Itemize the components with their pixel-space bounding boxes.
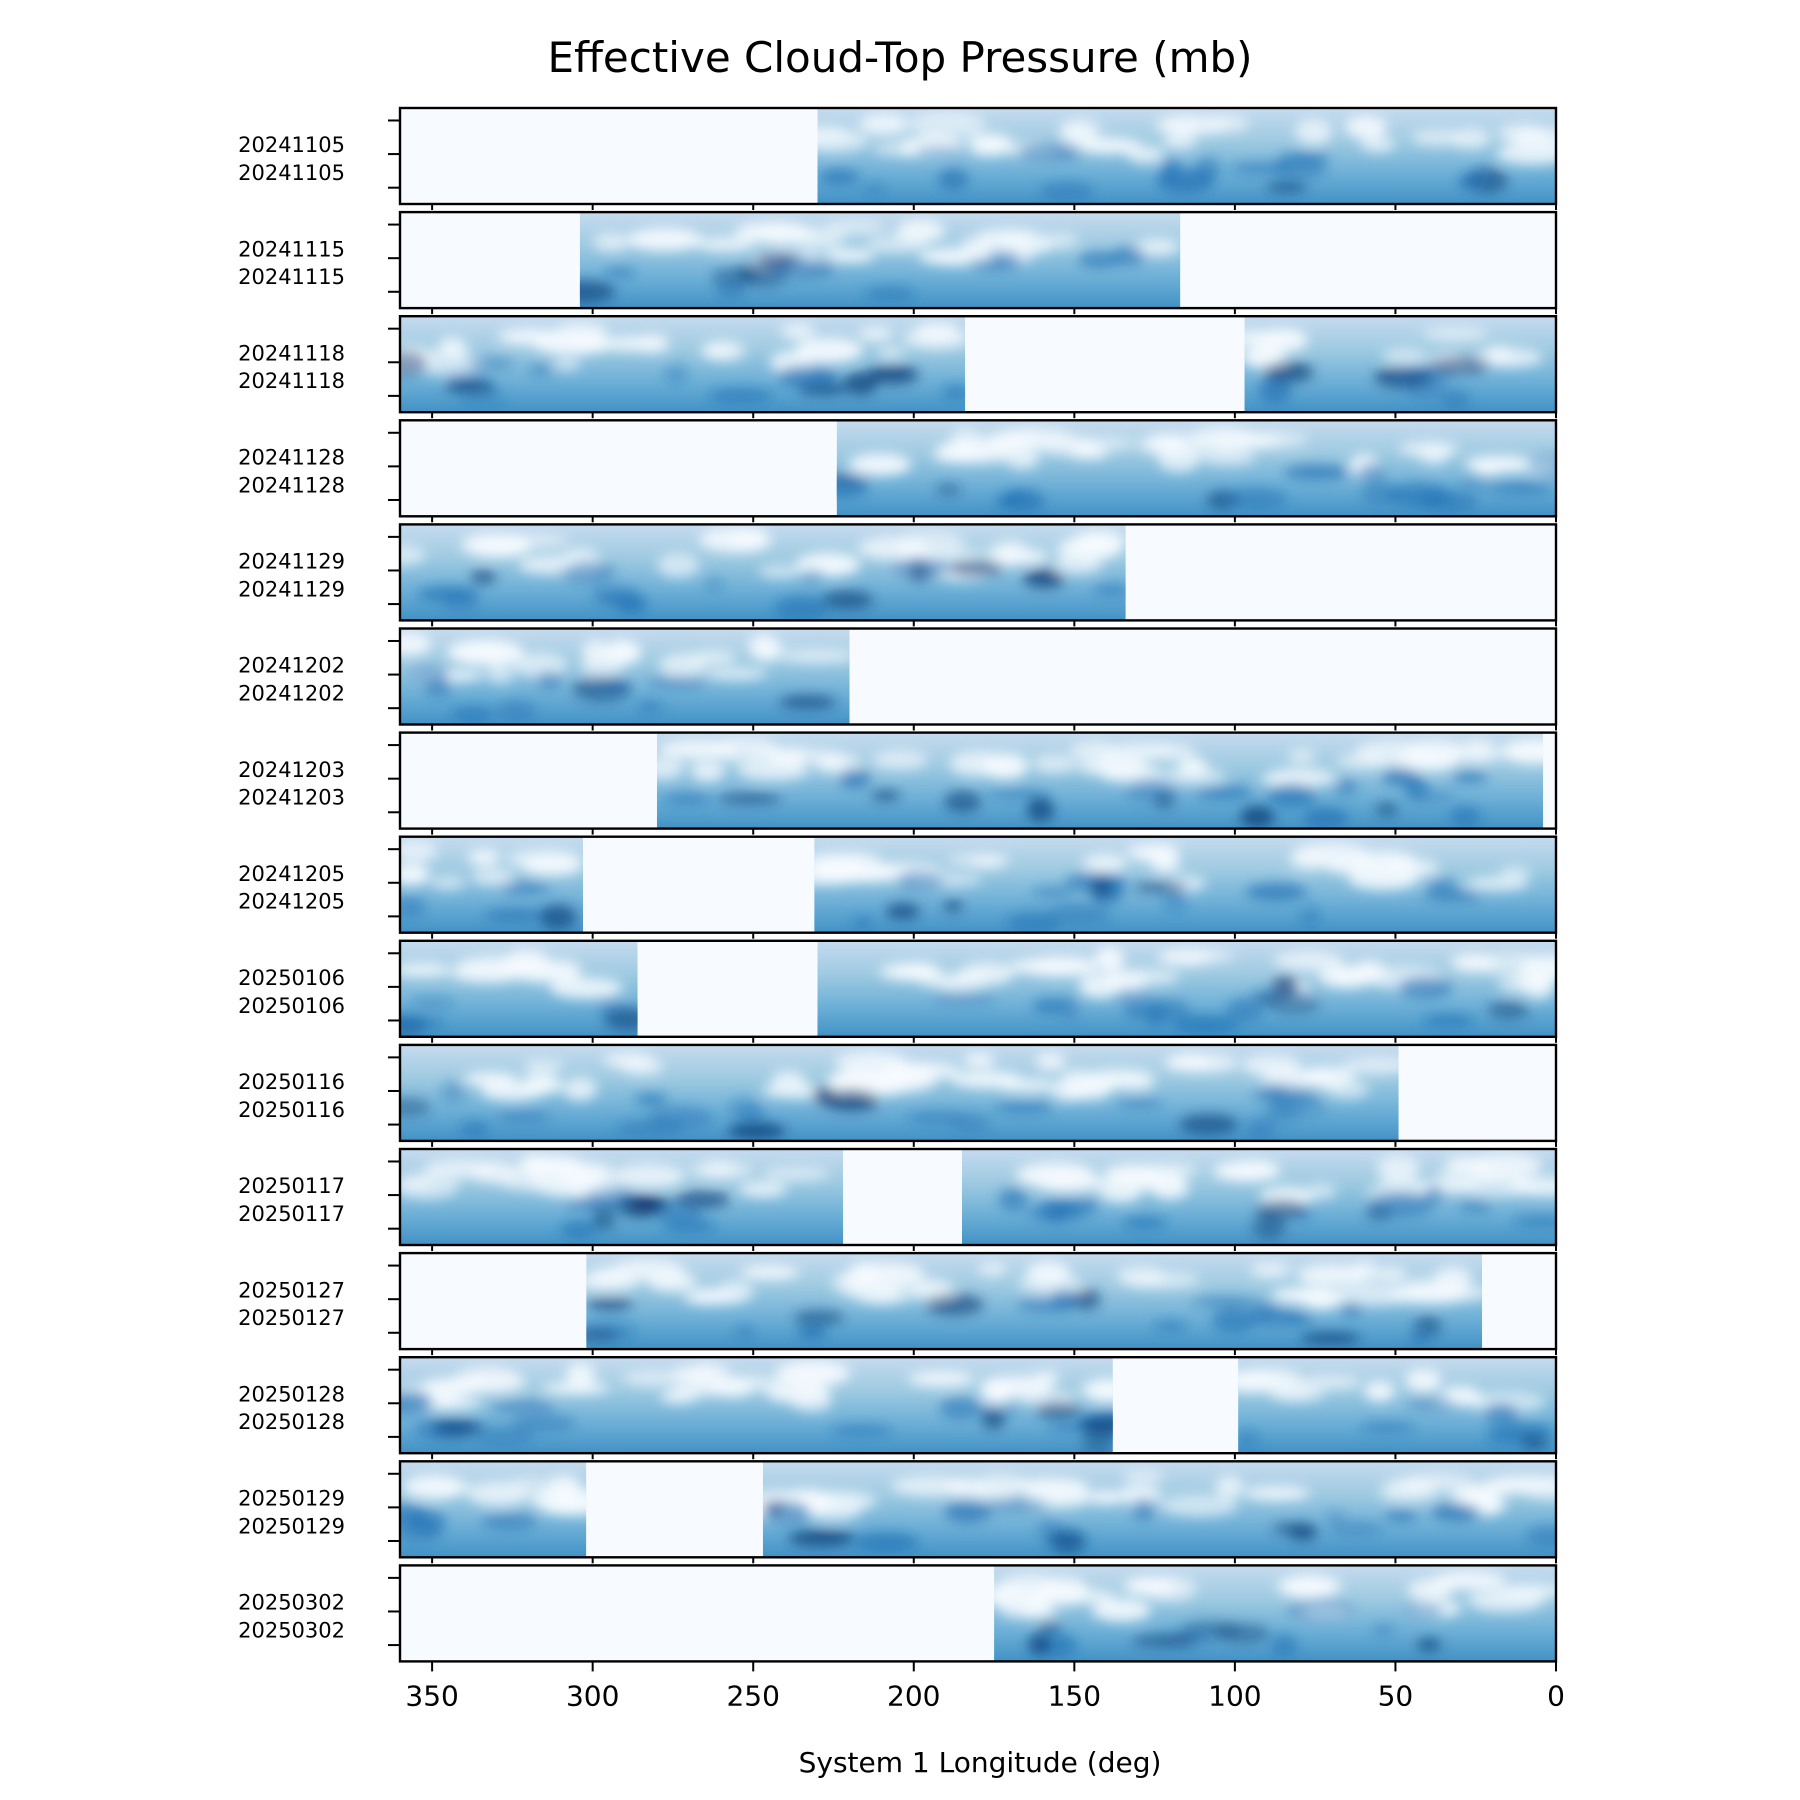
panel-20250117: 20250117 20250117 [238,1147,1558,1251]
row-label-bottom: 20241105 [238,161,345,185]
row-label-top: 20250127 [238,1278,345,1302]
coverage-segment [814,836,1556,933]
coverage-segment [961,1149,1556,1245]
coverage-segment [1244,316,1556,413]
coverage-segment [994,1565,1556,1662]
panel-20241105: 20241105 20241105 [238,106,1558,210]
panel-frame [398,939,1558,1038]
row-label-top: 20250117 [238,1174,345,1198]
x-tick-label: 100 [1208,1679,1261,1712]
coverage-segment [400,836,584,933]
row-label-top: 20241203 [238,758,345,782]
coverage-segment [400,1044,1399,1141]
panel-20241202: 20241202 20241202 [238,627,1558,731]
row-label-top: 20241128 [238,445,345,469]
panel-20241118: 20241118 20241118 [238,315,1558,419]
row-label-bottom: 20250128 [238,1410,345,1434]
x-tick-label: 250 [726,1679,779,1712]
row-label-bottom: 20250127 [238,1306,345,1330]
panel-20241205: 20241205 20241205 [238,835,1558,939]
row-label-top: 20241115 [238,237,345,261]
heatmap-panels: 20241105 20241105 20241115 20241115 20241118… [238,106,1558,1663]
panel-20250128: 20250128 20250128 [238,1355,1558,1460]
coverage-segment [400,1461,587,1558]
row-label-bottom: 20250129 [238,1514,345,1538]
row-label-top: 20250116 [238,1070,345,1094]
x-axis-label: System 1 Longitude (deg) [799,1746,1162,1779]
panel-20250302: 20250302 20250302 [238,1564,1558,1663]
chart-title: Effective Cloud-Top Pressure (mb) [547,33,1252,82]
row-label-bottom: 20250302 [238,1618,345,1642]
panel-20250129: 20250129 20250129 [238,1460,1558,1564]
x-axis: 350 300 250 200 150 100 50 0 [405,1661,1565,1712]
row-label-bottom: 20241128 [238,473,345,497]
panel-frame [398,1043,1558,1143]
panel-frame [398,419,1558,518]
panel-frame [398,835,1558,934]
x-tick-label: 0 [1547,1679,1565,1712]
panel-frame [398,106,1558,206]
coverage-segment [1238,1357,1556,1454]
row-label-top: 20241118 [238,341,345,365]
coverage-segment [836,420,1556,517]
coverage-segment [400,1149,844,1245]
coverage-segment [586,1253,1483,1350]
coverage-segment [656,732,1544,829]
row-label-bottom: 20241202 [238,682,345,706]
coverage-segment [400,524,1126,621]
x-tick-label: 350 [405,1679,458,1712]
panel-frame [398,731,1558,830]
coverage-segment [400,628,850,725]
row-label-bottom: 20241115 [238,265,345,289]
panel-20250127: 20250127 20250127 [238,1251,1558,1356]
row-label-bottom: 20241118 [238,369,345,393]
panel-frame [398,315,1558,414]
panel-frame [398,1564,1558,1663]
coverage-segment [762,1461,1556,1558]
coverage-segment [400,1357,1113,1454]
panel-frame [398,1251,1558,1351]
row-label-bottom: 20241203 [238,786,345,810]
panel-frame [398,1355,1558,1455]
x-tick-label: 300 [566,1679,619,1712]
row-label-top: 20250128 [238,1382,345,1406]
row-label-top: 20250302 [238,1591,345,1615]
row-label-bottom: 20250106 [238,994,345,1018]
panel-frame [398,1147,1558,1247]
coverage-segment [579,212,1181,309]
x-tick-label: 150 [1048,1679,1101,1712]
row-label-top: 20241105 [238,133,345,157]
panel-frame [398,210,1558,310]
coverage-segment [817,940,1556,1037]
panel-20250116: 20250116 20250116 [238,1043,1558,1147]
panel-20241115: 20241115 20241115 [238,210,1558,315]
row-label-bottom: 20241129 [238,577,345,601]
coverage-segment [400,940,638,1037]
panel-20241129: 20241129 20241129 [238,523,1558,627]
row-label-top: 20241202 [238,654,345,678]
row-label-top: 20241205 [238,862,345,886]
row-label-top: 20250129 [238,1486,345,1510]
row-label-top: 20250106 [238,966,345,990]
row-label-bottom: 20241205 [238,890,345,914]
panel-frame [398,523,1558,622]
panel-20241203: 20241203 20241203 [238,731,1558,835]
x-tick-label: 50 [1378,1679,1414,1712]
x-tick-label: 200 [887,1679,940,1712]
row-label-bottom: 20250116 [238,1098,345,1122]
panel-20250106: 20250106 20250106 [238,939,1558,1043]
row-label-top: 20241129 [238,550,345,574]
row-label-bottom: 20250117 [238,1202,345,1226]
panel-frame [398,1460,1558,1559]
coverage-segment [817,108,1556,204]
coverage-segment [400,316,966,413]
panel-frame [398,627,1558,726]
panel-20241128: 20241128 20241128 [238,419,1558,523]
